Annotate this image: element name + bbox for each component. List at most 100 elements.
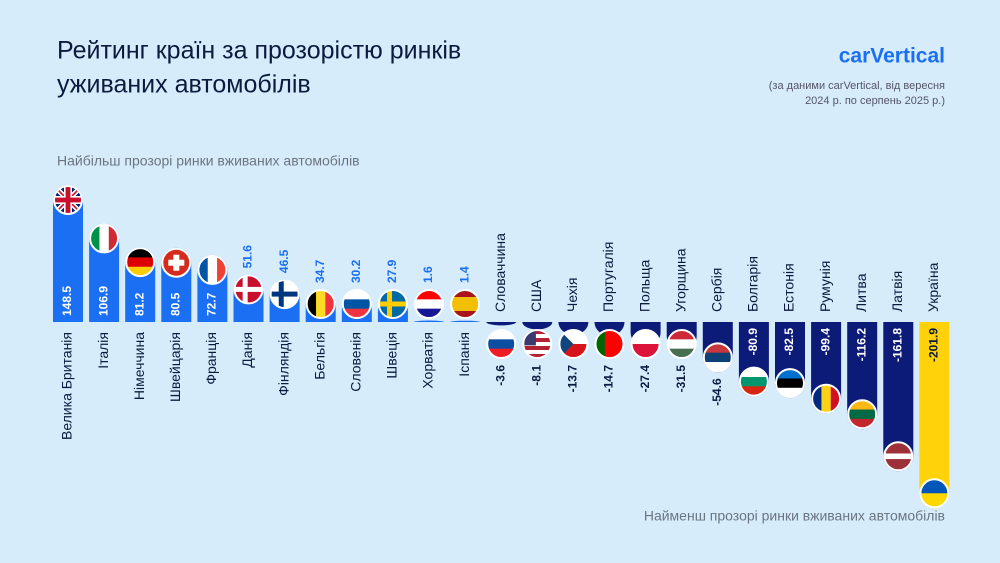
flag-border [486,329,517,359]
flag-part [667,348,696,358]
value-label: -161.8 [890,328,904,362]
flag-part [342,290,371,300]
flag-part [739,386,768,396]
flag-part [198,255,209,284]
source-line: 2024 р. по серпень 2025 р.) [805,95,945,107]
flag [631,330,660,358]
flag-border [594,329,625,359]
flag-part [703,343,732,354]
flag-border [811,383,842,414]
flag-part [595,330,606,358]
flag-part [812,384,822,413]
value-label: 72.7 [205,292,219,316]
bar [53,184,84,322]
flag-part [126,248,155,258]
value-label: 51.6 [241,245,255,269]
flag [595,330,624,358]
flag [559,330,588,358]
flag [884,442,913,471]
flag-part [325,290,335,318]
flag [812,384,841,413]
value-label: 30.2 [349,259,363,283]
flag-part [523,342,552,347]
value-label: 106.9 [96,286,110,316]
flag-part [703,352,732,363]
flag-border [558,329,589,359]
flag [920,479,949,508]
flag-part [270,291,299,297]
category-label: Словенія [348,332,364,392]
flag-part [631,344,660,358]
flag [306,290,335,318]
category-label: Італія [95,332,111,369]
value-label: 27.9 [385,259,399,283]
category-label: Румунія [817,261,833,312]
flag [739,367,768,396]
flag-part [217,255,227,284]
flag-part [451,297,480,305]
category-label: Україна [925,262,941,312]
flag-border [197,254,228,285]
flag-border [53,184,83,215]
flag-part [821,384,832,413]
source-line: (за даними carVertical, від вересня [769,80,945,92]
flag-part [523,354,552,358]
value-label: -201.9 [927,328,941,362]
category-label: Швеція [384,332,400,379]
flag-part [848,418,877,429]
category-label: Швейцарія [167,332,183,402]
flag-part [884,453,913,460]
flag-part [776,378,804,389]
logo: carVertical [839,45,945,68]
value-label: -54.6 [710,378,724,406]
flag-border [919,478,950,509]
flag-part [99,224,110,253]
top-label: Найбільш прозорі ринки вживаних автомобі… [57,153,360,169]
value-label: -82.5 [782,328,796,356]
bar [919,322,950,509]
category-label: Португалія [600,242,616,312]
flag-part [884,459,913,466]
category-label: Німеччина [131,332,147,400]
flag-part [415,308,443,318]
flag-part [739,376,768,387]
flag-part [884,464,913,471]
bar [450,320,481,322]
title-line: уживаних автомобілів [57,71,311,99]
category-label: Фінляндія [275,332,291,396]
flag-part [667,339,696,350]
category-label: Чехія [564,277,580,312]
value-label: -3.6 [493,365,507,386]
flag [667,330,696,358]
category-label: Франція [203,332,219,385]
value-label: -27.4 [638,365,652,393]
flag-border [450,289,481,319]
category-label: США [528,279,544,312]
category-label: Угорщина [672,248,688,312]
flag [198,255,227,284]
flag-border [883,441,914,472]
flag-part [920,493,949,508]
flag [703,343,732,372]
flag [848,400,877,429]
flag-part [667,330,696,340]
category-label: Сербія [709,268,725,312]
flag-part [168,259,185,266]
flag [451,290,480,318]
flag-part [487,339,516,350]
flag-part [415,290,443,300]
flag-part [523,338,552,343]
value-label: 1.6 [421,266,435,283]
flag-border [414,289,444,319]
flag-border [847,399,878,430]
flag-part [90,224,100,253]
flag-border [666,329,697,359]
flag-part [487,348,516,358]
value-label: 1.4 [457,266,471,283]
category-label: Литва [853,273,869,312]
flag-border [738,366,769,397]
flag-part [342,308,371,318]
flag-part [207,255,218,284]
flag-part [614,330,624,358]
